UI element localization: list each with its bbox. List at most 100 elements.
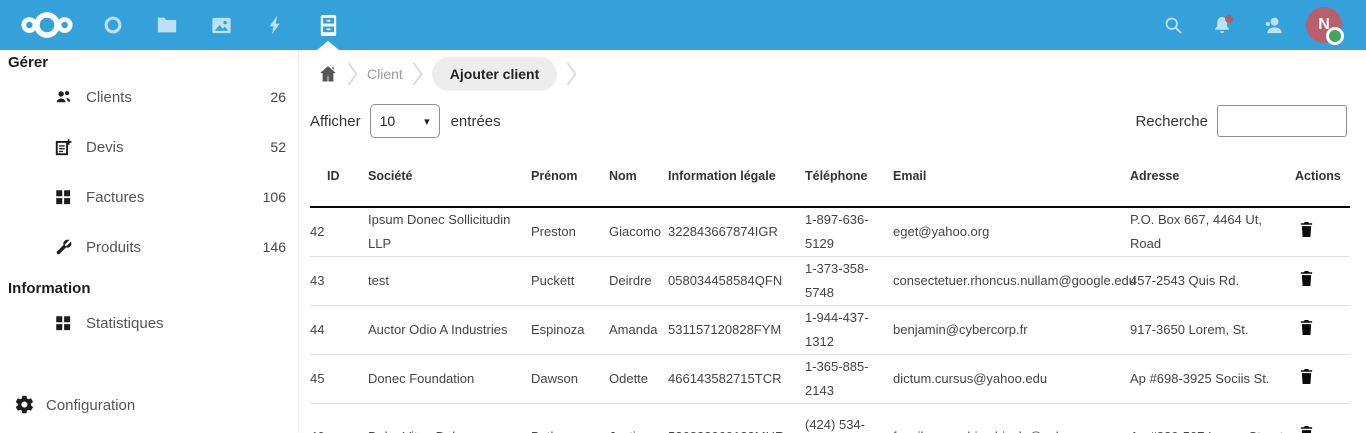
column-header-telephone[interactable]: Téléphone [805, 145, 893, 208]
cell-email: dictum.cursus@yahoo.edu [893, 354, 1130, 404]
cell-prenom: Espinoza [531, 305, 609, 355]
cell-id: 46 [310, 404, 368, 433]
main-content: Client Ajouter client Afficher 10 ▾ entr… [300, 50, 1366, 433]
sidebar-item-devis[interactable]: Devis 52 [0, 122, 298, 172]
table-row: 44 Auctor Odio A Industries Espinoza Ama… [310, 305, 1350, 355]
sidebar-item-produits[interactable]: Produits 146 [0, 222, 298, 272]
cell-actions [1295, 305, 1350, 355]
trash-icon [1300, 319, 1313, 335]
clients-table: ID Société Prénom Nom Information légale… [310, 145, 1350, 433]
page-size-select[interactable]: 10 ▾ [369, 104, 440, 138]
cell-societe: Donec Foundation [368, 354, 531, 404]
cell-id: 42 [310, 207, 368, 257]
cell-adresse: Ap #820-507 Lorem Street [1130, 404, 1295, 433]
search-label: Recherche [1135, 112, 1208, 130]
sidebar-item-statistiques[interactable]: Statistiques [0, 298, 298, 348]
chevron-down-icon: ▾ [424, 115, 430, 128]
cell-actions [1295, 354, 1350, 404]
sidebar-section-gerer: Gérer [8, 54, 49, 71]
top-header-bar: N [0, 0, 1366, 50]
delete-row-button[interactable] [1295, 366, 1318, 390]
sidebar-item-label: Configuration [46, 396, 136, 414]
table-controls: Afficher 10 ▾ entrées Recherche [310, 104, 1347, 138]
tool-icon [53, 237, 73, 257]
cell-nom: Amanda [609, 305, 668, 355]
show-entries-label: Afficher [310, 112, 361, 130]
image-icon [211, 17, 231, 33]
cell-prenom: Puckett [531, 256, 609, 306]
home-icon[interactable] [318, 64, 338, 84]
search-input[interactable] [1217, 105, 1347, 137]
table-body: 42 Ipsum Donec Sollicitudin LLP Preston … [310, 207, 1350, 433]
sidebar-item-factures[interactable]: Factures 106 [0, 172, 298, 222]
cell-telephone: 1-944-437-1312 [805, 305, 893, 355]
document-plus-icon [53, 137, 73, 157]
cell-telephone: 1-365-885-2143 [805, 354, 893, 404]
cell-prenom: Preston [531, 207, 609, 257]
cell-societe: Ipsum Donec Sollicitudin LLP [368, 207, 531, 257]
cell-id: 43 [310, 256, 368, 306]
gear-icon [14, 394, 36, 416]
column-header-prenom[interactable]: Prénom [531, 145, 609, 208]
sidebar-item-configuration[interactable]: Configuration [0, 383, 298, 427]
cell-email: faucibus.morbi.vehicula@yahoo.ca [893, 404, 1130, 433]
table-row: 46 Dolor Vitae Dolor Butler Justine 5268… [310, 404, 1350, 433]
sidebar-item-count: 106 [262, 189, 286, 205]
breadcrumb-ajouter-client-current[interactable]: Ajouter client [431, 57, 558, 91]
delete-row-button[interactable] [1295, 317, 1318, 341]
photos-app-button[interactable] [199, 0, 243, 50]
activity-app-button[interactable] [253, 0, 297, 50]
trash-icon [1300, 426, 1313, 433]
cell-societe: Dolor Vitae Dolor [368, 404, 531, 433]
cell-nom: Giacomo [609, 207, 668, 257]
grid-icon [53, 187, 73, 207]
cell-info-legale: 058034458584QFN [668, 256, 805, 306]
entries-label: entrées [450, 112, 501, 130]
user-status-dot [1326, 27, 1344, 45]
nextcloud-logo[interactable] [18, 0, 84, 50]
column-header-id[interactable]: ID [310, 145, 368, 208]
sidebar-item-clients[interactable]: Clients 26 [0, 72, 298, 122]
delete-row-button[interactable] [1295, 219, 1318, 243]
users-icon [53, 87, 73, 107]
management-app-icon [320, 14, 336, 36]
column-header-societe[interactable]: Société [368, 145, 531, 208]
cell-prenom: Dawson [531, 354, 609, 404]
cell-adresse: Ap #698-3925 Sociis St. [1130, 354, 1295, 404]
delete-row-button[interactable] [1295, 268, 1318, 292]
sidebar-item-label: Statistiques [86, 314, 164, 332]
column-header-adresse[interactable]: Adresse [1130, 145, 1295, 208]
bell-icon [1215, 15, 1233, 34]
cell-societe: Auctor Odio A Industries [368, 305, 531, 355]
chevron-separator-icon [412, 62, 423, 86]
column-header-info-legale[interactable]: Information légale [668, 145, 805, 208]
column-header-actions[interactable]: Actions [1295, 145, 1350, 208]
management-app-button-active[interactable] [306, 0, 350, 50]
circle-icon [104, 16, 122, 34]
chevron-separator-icon [567, 62, 577, 86]
contacts-button[interactable] [1251, 0, 1295, 50]
delete-row-button[interactable] [1295, 423, 1318, 433]
cell-adresse: P.O. Box 667, 4464 Ut, Road [1130, 207, 1295, 257]
cell-actions [1295, 404, 1350, 433]
sidebar-item-count: 26 [270, 89, 286, 105]
folder-icon [157, 17, 177, 33]
cell-nom: Odette [609, 354, 668, 404]
cell-email: consectetuer.rhoncus.nullam@google.edu [893, 256, 1136, 306]
notification-badge [1225, 15, 1233, 23]
sidebar-item-label: Clients [86, 88, 132, 106]
dashboard-app-button[interactable] [91, 0, 135, 50]
column-header-nom[interactable]: Nom [609, 145, 668, 208]
column-header-email[interactable]: Email [893, 145, 1130, 208]
active-app-pointer [317, 41, 339, 50]
files-app-button[interactable] [145, 0, 189, 50]
sidebar-item-count: 146 [262, 239, 286, 255]
breadcrumb-client-link[interactable]: Client [367, 66, 403, 82]
contacts-icon [1265, 17, 1282, 33]
user-avatar[interactable]: N [1306, 7, 1342, 43]
sidebar-section-information: Information [8, 280, 91, 297]
cell-id: 44 [310, 305, 368, 355]
notifications-button[interactable] [1201, 0, 1245, 50]
search-button[interactable] [1151, 0, 1195, 50]
